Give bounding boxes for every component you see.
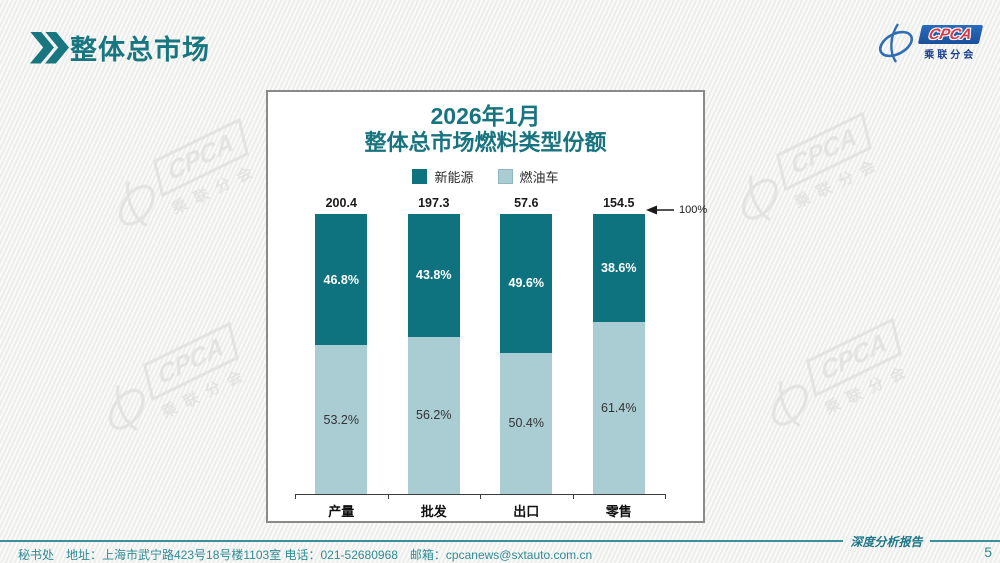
legend-item-nev: 新能源 <box>412 167 474 186</box>
stacked-bar: 46.8% 53.2% <box>315 214 368 494</box>
segment-nev: 49.6% <box>500 214 553 353</box>
report-type-label: 深度分析报告 <box>850 535 923 549</box>
chart-title: 2026年1月 整体总市场燃料类型份额 <box>268 103 703 156</box>
x-axis-tick <box>387 494 389 499</box>
segment-ice: 56.2% <box>407 336 460 494</box>
logo-swoosh-icon <box>741 174 778 221</box>
footer-rule-right <box>930 540 1000 542</box>
stacked-bar: 38.6% 61.4% <box>592 214 645 494</box>
watermark: CPCA 乘联分会 <box>722 111 887 238</box>
arrow-left-icon <box>646 205 674 215</box>
category-label: 批发 <box>420 504 447 519</box>
footer-rule-left <box>0 540 843 542</box>
chart-legend: 新能源 燃油车 <box>268 167 703 186</box>
plot-area: 100% 200.4 46.8% 53.2% 产量 197.3 43.8% 56.2% 批发 5… <box>295 196 707 522</box>
logo-brand: CPCA <box>917 25 983 44</box>
x-axis-tick <box>295 494 296 499</box>
legend-item-ice: 燃油车 <box>497 167 559 186</box>
slide-header: 整体总市场 <box>30 28 210 67</box>
double-chevron-icon <box>30 31 69 64</box>
segment-ice: 61.4% <box>592 322 645 494</box>
x-axis-tick <box>572 494 574 499</box>
segment-nev: 43.8% <box>407 214 460 337</box>
chart-title-line2: 整体总市场燃料类型份额 <box>364 130 607 155</box>
page-title: 整体总市场 <box>70 35 210 65</box>
page-number: 5 <box>984 544 992 560</box>
annotation-100pct: 100% <box>646 204 707 216</box>
logo-swoosh-icon <box>771 380 808 427</box>
segment-nev: 46.8% <box>315 214 368 346</box>
bar-total-label: 154.5 <box>603 196 635 210</box>
logo-swoosh-icon <box>878 23 914 63</box>
footer-contact: 秘书处 地址：上海市武宁路423号18号楼1103室 电话：021-526809… <box>18 548 593 562</box>
category-label: 零售 <box>605 504 632 519</box>
logo-swoosh-icon <box>118 180 155 227</box>
watermark: CPCA 乘联分会 <box>752 317 917 444</box>
segment-ice: 53.2% <box>315 345 368 494</box>
x-axis-tick <box>480 494 481 499</box>
watermark: CPCA 乘联分会 <box>89 321 254 448</box>
bar-total-label: 57.6 <box>514 196 539 210</box>
segment-ice: 50.4% <box>500 352 553 494</box>
category-label: 出口 <box>513 504 540 519</box>
annotation-label: 100% <box>679 204 708 216</box>
cpca-logo: CPCA 乘联分会 <box>876 20 983 66</box>
segment-nev: 38.6% <box>592 214 645 323</box>
chart-title-line1: 2026年1月 <box>430 103 541 129</box>
stacked-bar: 49.6% 50.4% <box>500 214 553 494</box>
bar-total-label: 200.4 <box>325 196 357 210</box>
bar-total-label: 197.3 <box>418 196 450 210</box>
legend-swatch-nev <box>412 169 428 184</box>
logo-swoosh-icon <box>108 384 145 431</box>
chart-panel: 2026年1月 整体总市场燃料类型份额 新能源 燃油车 100% 200.4 46… <box>266 90 707 523</box>
legend-swatch-ice <box>497 169 513 184</box>
category-label: 产量 <box>328 504 355 519</box>
x-axis-tick <box>665 494 666 499</box>
stacked-bar: 43.8% 56.2% <box>407 214 460 494</box>
logo-brand-cn: 乘联分会 <box>924 50 977 61</box>
watermark: CPCA 乘联分会 <box>99 117 264 244</box>
